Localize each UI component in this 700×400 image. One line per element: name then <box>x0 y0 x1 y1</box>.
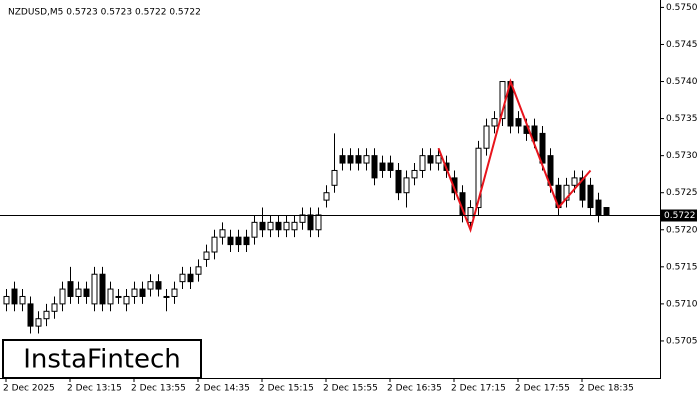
candle-body <box>163 295 170 298</box>
y-tick-label: 0.5750 <box>666 3 698 13</box>
candle-body <box>283 221 290 231</box>
candle-body <box>131 288 138 297</box>
candle-body <box>91 273 98 305</box>
candle-body <box>299 214 306 223</box>
candle-body <box>35 318 42 327</box>
candle-body <box>595 199 602 216</box>
candle-body <box>99 273 106 305</box>
y-tick-label: 0.5710 <box>666 299 698 309</box>
candle-body <box>339 155 346 164</box>
candle-body <box>211 236 218 253</box>
candle-body <box>59 288 66 305</box>
candle-body <box>267 221 274 231</box>
y-tick-label: 0.5735 <box>666 114 698 124</box>
candle-body <box>187 273 194 283</box>
candle-body <box>467 207 474 223</box>
candle-body <box>123 295 130 305</box>
candle-body <box>483 125 490 149</box>
candle-body <box>323 192 330 201</box>
last-price-box <box>661 209 697 222</box>
candle-body <box>3 295 10 305</box>
candle-body <box>395 169 402 194</box>
candle-body <box>251 221 258 238</box>
candle-body <box>603 207 610 216</box>
candle-body <box>43 310 50 320</box>
candle-body <box>83 288 90 297</box>
candle-body <box>147 281 154 290</box>
candle-body <box>427 155 434 164</box>
candle-body <box>363 155 370 164</box>
y-tick-label: 0.5720 <box>666 225 698 235</box>
y-tick-label: 0.5745 <box>666 40 698 50</box>
candle-body <box>67 281 74 297</box>
candle-body <box>155 281 162 290</box>
x-tick-label: 2 Dec 16:35 <box>387 384 442 394</box>
logo: InstaFintech <box>23 345 181 375</box>
candle-body <box>27 303 34 327</box>
candle-body <box>491 118 498 127</box>
candle-body <box>11 288 18 305</box>
candle-body <box>219 229 226 238</box>
candle-body <box>139 288 146 297</box>
candle-body <box>331 169 338 186</box>
candle-body <box>355 155 362 164</box>
candle-body <box>579 177 586 201</box>
candle-body <box>515 118 522 127</box>
y-tick-label: 0.5705 <box>666 336 698 346</box>
candle-body <box>379 162 386 171</box>
candle-body <box>107 288 114 305</box>
pattern-line <box>437 78 592 233</box>
candle-body <box>171 288 178 297</box>
candle-body <box>19 295 26 305</box>
candle-body <box>115 295 122 298</box>
candle-body <box>371 155 378 179</box>
candle-body <box>195 266 202 275</box>
logo-box <box>2 339 202 379</box>
y-tick-label: 0.5715 <box>666 262 698 272</box>
candle-body <box>203 251 210 260</box>
candle-body <box>259 221 266 231</box>
chart-title: NZDUSD,M5 0.5723 0.5723 0.5722 0.5722 <box>8 8 201 18</box>
candle-body <box>179 273 186 283</box>
candle-body <box>387 162 394 171</box>
candle-body <box>435 155 442 164</box>
candle-body <box>51 303 58 312</box>
x-tick-label: 2 Dec 15:55 <box>323 384 378 394</box>
candle-body <box>475 147 482 209</box>
y-tick-label: 0.5740 <box>666 77 698 87</box>
candle-body <box>403 177 410 194</box>
x-tick-label: 2 Dec 14:35 <box>195 384 250 394</box>
candle-body <box>571 177 578 186</box>
candle-body <box>563 184 570 201</box>
candle-body <box>531 125 538 142</box>
candle-body <box>227 236 234 246</box>
candle-body <box>315 214 322 231</box>
candle-body <box>419 155 426 171</box>
x-tick-label: 2 Dec 13:55 <box>131 384 186 394</box>
y-tick-label: 0.5725 <box>666 188 698 198</box>
candle-body <box>291 221 298 231</box>
candle-body <box>411 169 418 179</box>
candle-body <box>307 214 314 231</box>
candle-body <box>275 221 282 231</box>
candle-body <box>347 155 354 164</box>
x-tick-label: 2 Dec 17:15 <box>451 384 506 394</box>
x-tick-label: 2 Dec 13:15 <box>67 384 122 394</box>
candle-body <box>243 236 250 246</box>
x-tick-label: 2 Dec 18:35 <box>579 384 634 394</box>
x-tick-label: 2 Dec 2025 <box>3 384 55 394</box>
last-price-label: 0.5722 <box>664 211 696 221</box>
candle-body <box>587 184 594 209</box>
candle-body <box>75 288 82 297</box>
x-tick-label: 2 Dec 15:15 <box>259 384 314 394</box>
x-tick-label: 2 Dec 17:55 <box>515 384 570 394</box>
y-tick-label: 0.5730 <box>666 151 698 161</box>
candle-body <box>235 236 242 246</box>
